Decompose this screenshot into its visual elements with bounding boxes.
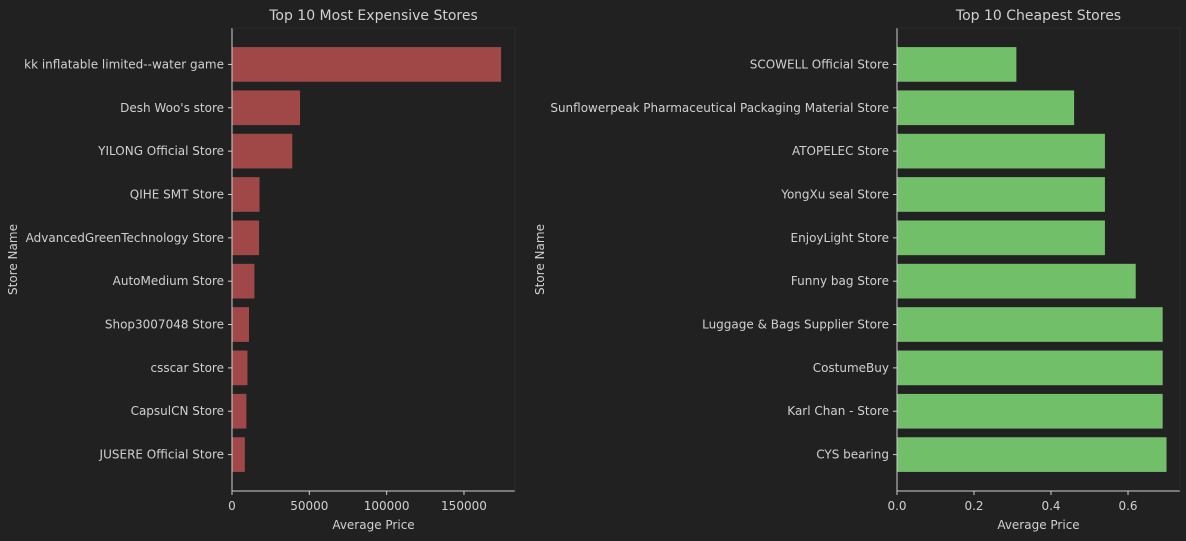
y-tick-label: Shop3007048 Store <box>105 318 224 332</box>
y-tick-label: AutoMedium Store <box>113 274 224 288</box>
y-axis-label: Store Name <box>6 224 20 295</box>
bar-7 <box>232 307 250 342</box>
bar-6 <box>897 263 1136 299</box>
chart-title: Top 10 Most Expensive Stores <box>268 8 478 24</box>
bar-6 <box>232 263 255 299</box>
bar-10 <box>232 437 245 472</box>
bar-8 <box>232 350 248 386</box>
bar-3 <box>232 133 293 169</box>
bar-2 <box>232 90 301 126</box>
y-tick-label: Luggage & Bags Supplier Store <box>702 318 889 332</box>
y-tick-label: YongXu seal Store <box>780 187 889 201</box>
bar-4 <box>897 177 1105 212</box>
x-tick-label: 0 <box>228 499 236 513</box>
x-tick-label: 0.4 <box>1041 499 1060 513</box>
y-tick-label: SCOWELL Official Store <box>750 57 889 71</box>
y-tick-label: AdvancedGreenTechnology Store <box>26 231 224 245</box>
bar-5 <box>232 220 260 256</box>
x-axis-label: Average Price <box>332 518 414 532</box>
y-tick-label: YILONG Official Store <box>97 144 224 158</box>
x-tick-label: 50000 <box>290 499 328 513</box>
bar-8 <box>897 350 1163 386</box>
bar-7 <box>897 307 1163 342</box>
y-tick-label: ATOPELEC Store <box>792 144 889 158</box>
bar-2 <box>897 90 1075 126</box>
y-axis-label: Store Name <box>533 224 547 295</box>
bar-1 <box>232 47 502 82</box>
y-tick-label: JUSERE Official Store <box>99 448 224 462</box>
y-tick-label: Sunflowerpeak Pharmaceutical Packaging M… <box>550 101 889 115</box>
bar-9 <box>232 393 247 429</box>
y-tick-label: kk inflatable limited--water game <box>24 57 224 71</box>
bar-1 <box>897 47 1017 82</box>
x-tick-label: 100000 <box>364 499 410 513</box>
x-tick-label: 150000 <box>441 499 487 513</box>
y-tick-label: Desh Woo's store <box>120 101 224 115</box>
y-tick-label: CostumeBuy <box>813 361 889 375</box>
bar-3 <box>897 133 1105 169</box>
x-tick-label: 0.6 <box>1118 499 1137 513</box>
y-tick-label: Funny bag Store <box>791 274 889 288</box>
y-tick-label: CYS bearing <box>816 448 889 462</box>
y-tick-label: CapsulCN Store <box>131 404 224 418</box>
bar-9 <box>897 393 1163 429</box>
y-tick-label: QIHE SMT Store <box>130 187 224 201</box>
chart-title: Top 10 Cheapest Stores <box>955 8 1121 24</box>
y-tick-label: EnjoyLight Store <box>791 231 889 245</box>
bar-10 <box>897 437 1167 472</box>
y-tick-label: csscar Store <box>150 361 224 375</box>
x-tick-label: 0.0 <box>887 499 906 513</box>
bar-4 <box>232 177 260 212</box>
bar-5 <box>897 220 1105 256</box>
x-axis-label: Average Price <box>997 518 1079 532</box>
x-tick-label: 0.2 <box>964 499 983 513</box>
y-tick-label: Karl Chan - Store <box>787 404 889 418</box>
